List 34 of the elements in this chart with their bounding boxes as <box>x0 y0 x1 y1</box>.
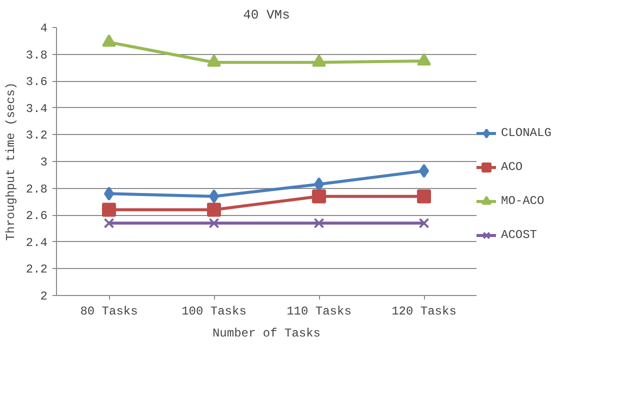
legend-label: ACO <box>501 160 523 174</box>
y-tick-label: 3.8 <box>26 48 48 62</box>
x-axis-title: Number of Tasks <box>212 326 321 340</box>
point <box>104 218 114 228</box>
y-tick-label: 2.4 <box>26 236 48 250</box>
y-tick-label: 3.4 <box>26 102 48 116</box>
x-tick-label: 100 Tasks <box>182 304 246 318</box>
point <box>417 189 431 204</box>
legend-label: CLONALG <box>501 126 552 140</box>
point <box>312 54 326 67</box>
y-tick-label: 3 <box>40 156 48 170</box>
y-tick-label: 3.6 <box>26 75 48 90</box>
x-tick-label: 110 Tasks <box>286 304 352 318</box>
legend-label: MO-ACO <box>501 194 544 208</box>
y-tick-label: 4 <box>40 22 48 36</box>
point <box>418 218 430 228</box>
chart-title: 40 VMs <box>243 8 290 22</box>
point <box>314 218 324 228</box>
point <box>207 54 221 67</box>
point <box>102 202 116 217</box>
point <box>417 53 431 66</box>
point <box>312 189 326 204</box>
x-tick-label: 80 Tasks <box>80 304 138 318</box>
point <box>102 34 116 47</box>
legend-label: ACOST <box>501 228 538 242</box>
point <box>208 218 220 228</box>
y-tick-label: 3.2 <box>26 128 48 143</box>
y-tick-label: 2.6 <box>26 209 48 224</box>
y-axis-title: Throughput time (secs) <box>4 82 18 241</box>
y-tick-label: 2 <box>40 290 48 304</box>
y-tick-label: 2.2 <box>26 262 48 277</box>
x-tick-label: 120 Tasks <box>392 304 456 318</box>
y-tick-label: 2.8 <box>26 182 48 196</box>
point <box>207 202 221 217</box>
